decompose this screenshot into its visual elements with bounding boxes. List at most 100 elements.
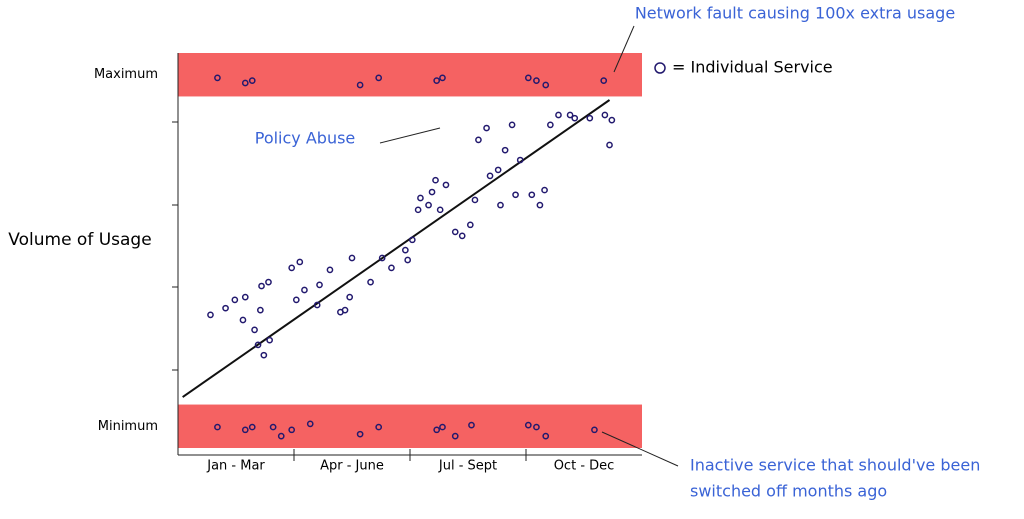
band <box>178 53 642 97</box>
service-point <box>468 421 475 429</box>
service-point <box>288 426 296 434</box>
service-point <box>524 421 532 429</box>
service-point <box>516 156 524 164</box>
service-point <box>266 336 273 344</box>
service-point <box>600 77 608 85</box>
service-point <box>378 254 386 262</box>
annotation: switched off months ago <box>690 482 887 501</box>
service-point <box>451 432 459 440</box>
service-point <box>508 121 516 129</box>
service-point <box>408 236 416 244</box>
service-point <box>497 201 504 209</box>
service-point <box>439 423 446 431</box>
service-point <box>296 258 304 266</box>
service-point <box>231 296 239 304</box>
service-point <box>301 286 308 294</box>
service-point <box>326 266 334 274</box>
service-point <box>536 201 544 209</box>
service-point <box>442 181 450 189</box>
service-point <box>356 81 364 89</box>
service-point <box>348 254 356 262</box>
x-tick-label: Apr - June <box>320 459 384 474</box>
service-point <box>251 326 258 334</box>
service-point <box>277 432 285 440</box>
service-point <box>586 114 594 122</box>
service-point <box>316 281 323 289</box>
y-axis-label: Volume of Usage <box>8 230 151 250</box>
leader <box>601 431 679 467</box>
service-point <box>432 176 439 184</box>
service-point <box>313 301 321 309</box>
service-point <box>475 136 482 144</box>
service-point <box>571 114 579 122</box>
service-point <box>346 293 354 301</box>
service-point <box>207 311 214 319</box>
service-point <box>341 306 349 314</box>
band-label: Maximum <box>94 67 158 82</box>
service-point <box>533 423 540 431</box>
x-tick-label: Jan - Mar <box>206 459 265 474</box>
service-point <box>241 426 249 434</box>
service-point <box>306 420 314 428</box>
service-point <box>402 246 409 254</box>
service-point <box>542 432 550 440</box>
service-point <box>265 278 272 286</box>
service-point <box>451 228 459 236</box>
service-point <box>555 111 562 119</box>
service-point <box>486 172 494 180</box>
annotation: Network fault causing 100x extra usage <box>635 4 955 23</box>
service-point <box>258 282 265 290</box>
service-point <box>417 194 424 202</box>
service-point <box>222 304 229 312</box>
service-point <box>404 256 412 264</box>
service-point <box>375 423 383 431</box>
service-point <box>248 77 256 85</box>
service-point <box>591 426 598 434</box>
service-point <box>425 201 432 209</box>
legend-label: = Individual Service <box>672 58 833 77</box>
service-point <box>292 296 300 304</box>
service-point <box>241 79 249 87</box>
service-point <box>257 306 264 314</box>
service-point <box>606 141 613 149</box>
service-point <box>414 206 422 214</box>
service-point <box>483 124 490 132</box>
service-point <box>436 206 444 214</box>
service-point <box>439 74 446 82</box>
service-point <box>388 264 395 272</box>
annotation: Policy Abuse <box>255 129 356 148</box>
service-point <box>524 74 532 82</box>
service-point <box>288 264 296 272</box>
band <box>178 404 642 448</box>
service-point <box>214 74 221 82</box>
service-point <box>375 74 383 82</box>
band-label: Minimum <box>98 419 158 434</box>
service-point <box>501 146 509 154</box>
service-point <box>260 351 268 359</box>
service-point <box>367 278 374 286</box>
service-point <box>566 111 574 119</box>
service-point <box>512 191 519 199</box>
service-point <box>433 77 441 85</box>
service-point <box>214 423 221 431</box>
service-point <box>254 341 262 349</box>
service-point <box>433 426 441 434</box>
x-tick-label: Jul - Sept <box>438 459 497 474</box>
service-point <box>542 81 550 89</box>
service-point <box>528 191 536 199</box>
service-point <box>494 166 502 174</box>
service-point <box>428 188 436 196</box>
service-point <box>547 121 554 129</box>
service-point <box>601 111 609 119</box>
legend-marker <box>654 62 666 74</box>
trend-line <box>182 99 611 398</box>
leader <box>613 25 635 73</box>
x-tick-label: Oct - Dec <box>554 459 615 474</box>
service-point <box>269 423 277 431</box>
service-point <box>458 232 466 240</box>
service-point <box>541 186 548 194</box>
service-point <box>248 423 256 431</box>
service-point <box>608 116 616 124</box>
